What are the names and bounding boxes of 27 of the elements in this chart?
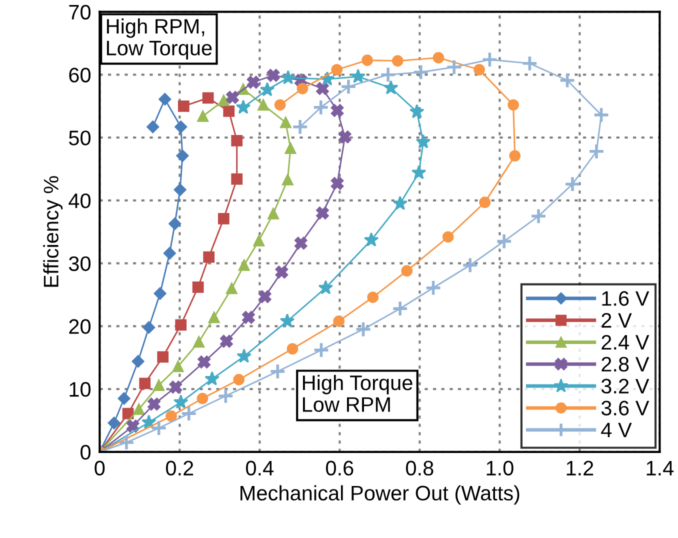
x-tick-label: 0: [94, 460, 105, 476]
x-tick-label: 0.4: [246, 460, 274, 476]
y-tick-label: 30: [68, 256, 91, 272]
x-tick-label: 0.2: [166, 460, 194, 476]
y-tick-label: 70: [69, 4, 91, 20]
legend-label: 4 V: [601, 422, 632, 438]
y-tick-label: 20: [69, 319, 91, 334]
legend-label: 2.8 V: [602, 356, 650, 372]
x-axis-title: Mechanical Power Out (Watts): [240, 485, 520, 505]
legend-label: 2.4 V: [602, 334, 650, 350]
annotation: High Torque Low RPM: [302, 374, 412, 412]
legend-label: 1.6 V: [602, 291, 650, 306]
x-tick-label: 0.8: [406, 460, 434, 476]
y-axis-title: Efficiency %: [43, 176, 63, 287]
x-tick-label: 1.0: [486, 460, 514, 476]
y-tick-label: 40: [68, 193, 91, 208]
legend-label: 3.2 V: [601, 378, 650, 394]
x-tick-label: 1.4: [646, 461, 674, 476]
y-tick-label: 50: [68, 130, 91, 146]
y-tick-label: 10: [70, 382, 91, 397]
annotation: High RPM, Low Torque: [106, 18, 212, 60]
x-tick-label: 1.2: [566, 460, 594, 476]
x-tick-label: 0.6: [326, 460, 354, 476]
y-tick-label: 60: [69, 68, 91, 82]
y-tick-label: 0: [80, 444, 91, 460]
legend-label: 2 V: [602, 313, 632, 328]
legend-label: 3.6 V: [601, 400, 650, 416]
